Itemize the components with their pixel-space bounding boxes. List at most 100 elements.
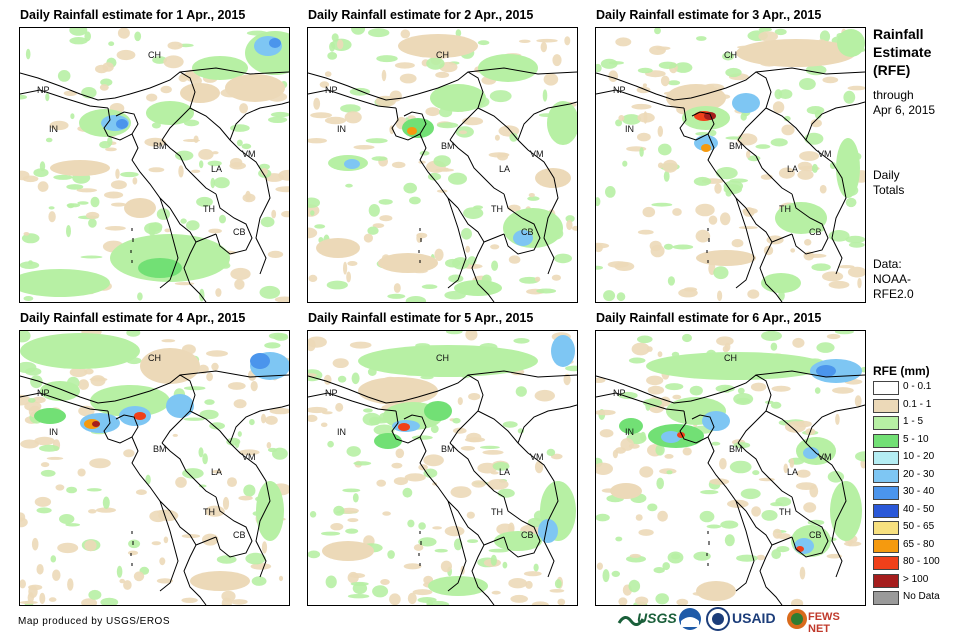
country-border [705, 71, 772, 141]
rain-speckle [719, 458, 727, 470]
rain-area [694, 135, 718, 151]
rain-speckle [180, 218, 187, 224]
rain-speckle [237, 431, 242, 437]
rain-area [610, 483, 642, 499]
rain-speckle [387, 293, 406, 299]
country-label: VM [818, 452, 832, 462]
rain-speckle [20, 94, 27, 100]
rain-area [535, 168, 571, 188]
rain-speckle [596, 243, 603, 253]
sidebar-date: through Apr 6, 2015 [873, 88, 936, 117]
rain-speckle [811, 163, 818, 173]
rain-area [116, 119, 128, 129]
rain-speckle [281, 210, 289, 218]
country-border [449, 442, 505, 498]
rain-speckle [552, 54, 562, 67]
country-border [737, 139, 793, 195]
country-label: BM [153, 141, 167, 151]
rain-speckle [756, 554, 766, 561]
rain-speckle [327, 440, 334, 448]
rain-speckle [419, 150, 430, 156]
rain-speckle [618, 115, 625, 122]
rain-speckle [600, 58, 618, 69]
rain-speckle [540, 41, 547, 53]
rain-speckle [492, 462, 510, 471]
rain-speckle [502, 421, 518, 428]
rain-speckle [708, 215, 718, 225]
rain-speckle [159, 557, 166, 566]
rain-speckle [639, 466, 654, 478]
rain-speckle [480, 445, 500, 449]
rain-speckle [642, 206, 656, 218]
rain-speckle [536, 288, 557, 294]
rain-speckle [70, 113, 75, 120]
rain-speckle [353, 461, 372, 466]
rain-speckle [102, 62, 114, 72]
rain-speckle [31, 537, 39, 551]
rain-speckle [332, 358, 349, 368]
rain-speckle [700, 490, 719, 495]
rain-speckle [566, 219, 573, 231]
legend-title: RFE (mm) [873, 364, 930, 378]
rain-speckle [351, 28, 366, 35]
rain-speckle [314, 224, 326, 229]
rain-speckle [542, 89, 548, 102]
rain-speckle [215, 288, 222, 297]
country-border [447, 197, 467, 289]
rain-speckle [658, 61, 677, 69]
rain-speckle [78, 379, 89, 390]
rainfall-map [20, 331, 289, 605]
rain-speckle [418, 537, 437, 547]
rain-speckle [655, 593, 669, 605]
rain-speckle [230, 267, 251, 280]
rain-speckle [67, 578, 74, 591]
rain-speckle [845, 235, 865, 244]
rain-speckle [430, 424, 439, 434]
rain-speckle [28, 398, 36, 403]
rain-speckle [133, 571, 145, 582]
rain-speckle [596, 513, 610, 522]
rain-area [250, 353, 270, 369]
country-border [129, 71, 196, 141]
country-border [737, 442, 793, 498]
rain-speckle [660, 75, 670, 87]
rain-area [551, 335, 575, 367]
rain-speckle [482, 450, 504, 455]
rain-speckle [637, 335, 653, 344]
rain-speckle [622, 160, 628, 167]
sidebar-title: Rainfall Estimate (RFE) [873, 26, 932, 78]
country-border [477, 410, 559, 578]
rain-speckle [229, 162, 246, 170]
rain-speckle [269, 407, 289, 415]
country-border [483, 536, 505, 546]
rain-speckle [724, 534, 735, 547]
rain-speckle [308, 414, 318, 422]
rain-speckle [340, 104, 361, 113]
rain-speckle [709, 478, 730, 485]
rain-speckle [213, 177, 230, 189]
rain-speckle [551, 453, 563, 460]
rain-speckle [834, 331, 854, 335]
rain-speckle [34, 496, 52, 507]
rain-speckle [148, 167, 165, 173]
rain-speckle [733, 442, 751, 449]
country-label: TH [491, 204, 503, 214]
rain-area [837, 29, 865, 57]
rain-speckle [208, 228, 222, 234]
rain-speckle [599, 429, 614, 438]
rain-speckle [351, 372, 360, 385]
rain-speckle [854, 395, 862, 407]
country-label: NP [325, 388, 338, 398]
rain-speckle [261, 413, 266, 424]
rain-speckle [433, 155, 451, 167]
rain-speckle [452, 417, 461, 424]
rain-speckle [736, 554, 758, 562]
country-border [755, 67, 865, 75]
rain-speckle [65, 523, 81, 527]
rain-speckle [261, 541, 268, 554]
rain-speckle [391, 161, 406, 169]
rain-speckle [90, 196, 100, 208]
legend-swatch [873, 381, 899, 395]
rain-speckle [251, 576, 267, 586]
rain-speckle [270, 111, 289, 118]
